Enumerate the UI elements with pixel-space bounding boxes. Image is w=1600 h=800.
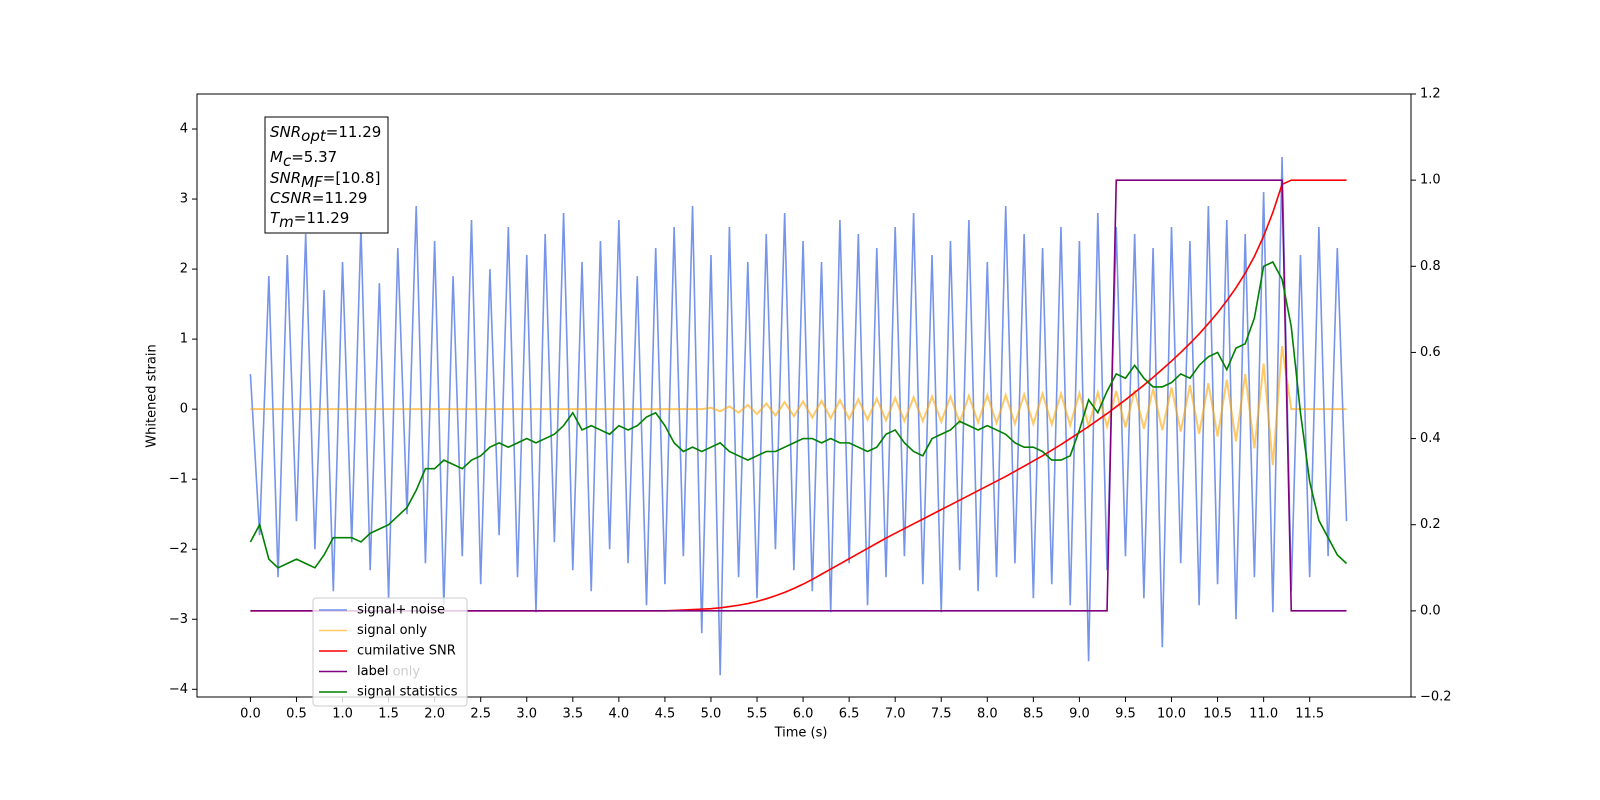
- x-tick-label: 10.0: [1157, 707, 1186, 722]
- stats-text: =11.29: [326, 123, 382, 141]
- y2-tick-label: 0.8: [1420, 259, 1441, 274]
- x-axis-label: Time (s): [774, 726, 828, 741]
- stats-box: SNRopt=11.29Mc=5.37SNRMF=[10.8]CSNR=11.2…: [264, 116, 389, 234]
- x-tick-label: 0.5: [286, 707, 307, 722]
- y2-tick-label: 1.0: [1420, 173, 1441, 188]
- y-axis-label: Whitened strain: [145, 344, 160, 447]
- y2-tick-label: 0.2: [1420, 517, 1441, 532]
- stats-text: =5.37: [291, 148, 337, 166]
- y2-tick-label: −0.2: [1420, 690, 1452, 705]
- y2-tick-label: 1.2: [1420, 87, 1441, 102]
- legend-label: signal statistics: [357, 685, 458, 700]
- y-tick-label: −1: [169, 472, 188, 487]
- x-tick-label: 7.0: [885, 707, 906, 722]
- stats-symbol: M: [270, 148, 283, 166]
- x-tick-label: 4.5: [655, 707, 676, 722]
- x-tick-label: 6.0: [793, 707, 814, 722]
- x-tick-label: 8.0: [977, 707, 998, 722]
- y-tick-label: −2: [169, 542, 188, 557]
- x-tick-label: 3.5: [562, 707, 583, 722]
- x-tick-label: 11.5: [1295, 707, 1324, 722]
- y2-tick-label: 0.0: [1420, 603, 1441, 618]
- x-tick-label: 0.0: [240, 707, 261, 722]
- stats-line: Mc=5.37: [270, 148, 337, 170]
- y-tick-label: −3: [169, 612, 188, 627]
- x-tick-label: 9.5: [1115, 707, 1136, 722]
- legend-frame: [312, 597, 468, 707]
- y-tick-label: 2: [180, 262, 188, 277]
- stats-sub: c: [283, 152, 292, 170]
- x-tick-label: 1.5: [378, 707, 399, 722]
- x-tick-label: 2.5: [470, 707, 491, 722]
- stats-text: =11.29: [294, 209, 350, 227]
- series-line: [249, 157, 1348, 676]
- y-tick-label: 4: [180, 122, 188, 137]
- x-tick-label: 2.0: [424, 707, 445, 722]
- x-tick-label: 5.5: [747, 707, 768, 722]
- x-tick-label: 3.0: [516, 707, 537, 722]
- stats-symbol: T: [270, 209, 281, 227]
- stats-line: CSNR=11.29: [270, 189, 367, 207]
- stats-symbol: CSNR: [270, 189, 312, 207]
- y-tick-label: −4: [169, 682, 188, 697]
- series-line: [249, 260, 1348, 569]
- series-line: [250, 345, 1347, 466]
- x-tick-label: 5.0: [701, 707, 722, 722]
- stats-text: =[10.8]: [323, 169, 381, 187]
- stats-text: =11.29: [312, 189, 368, 207]
- x-tick-label: 4.0: [609, 707, 630, 722]
- y2-tick-label: 0.4: [1420, 431, 1441, 446]
- stats-sub: opt: [301, 127, 327, 145]
- stats-sub: m: [279, 213, 294, 231]
- legend-label: cumilative SNR: [357, 644, 456, 659]
- x-tick-label: 1.0: [332, 707, 353, 722]
- x-tick-label: 8.5: [1023, 707, 1044, 722]
- x-tick-label: 11.0: [1249, 707, 1278, 722]
- stats-line: SNRopt=11.29: [270, 123, 381, 145]
- y-tick-label: 3: [180, 192, 188, 207]
- y-tick-label: 1: [180, 332, 188, 347]
- stats-frame: [264, 116, 389, 234]
- legend-label: signal only: [357, 623, 427, 638]
- stats-symbol: SNR: [270, 169, 301, 187]
- plot-frame: [196, 93, 1412, 698]
- x-tick-label: 7.5: [931, 707, 952, 722]
- x-tick-label: 9.0: [1069, 707, 1090, 722]
- x-tick-label: 6.5: [839, 707, 860, 722]
- stats-symbol: SNR: [270, 123, 301, 141]
- y-tick-label: 0: [180, 402, 188, 417]
- legend-label: signal+ noise: [357, 603, 445, 618]
- stats-line: Tm=11.29: [270, 209, 349, 231]
- y2-tick-label: 0.6: [1420, 345, 1441, 360]
- stats-line: SNRMF=[10.8]: [270, 169, 380, 191]
- x-tick-label: 10.5: [1203, 707, 1232, 722]
- stats-sub: MF: [301, 173, 323, 191]
- legend-label: label: [357, 664, 388, 679]
